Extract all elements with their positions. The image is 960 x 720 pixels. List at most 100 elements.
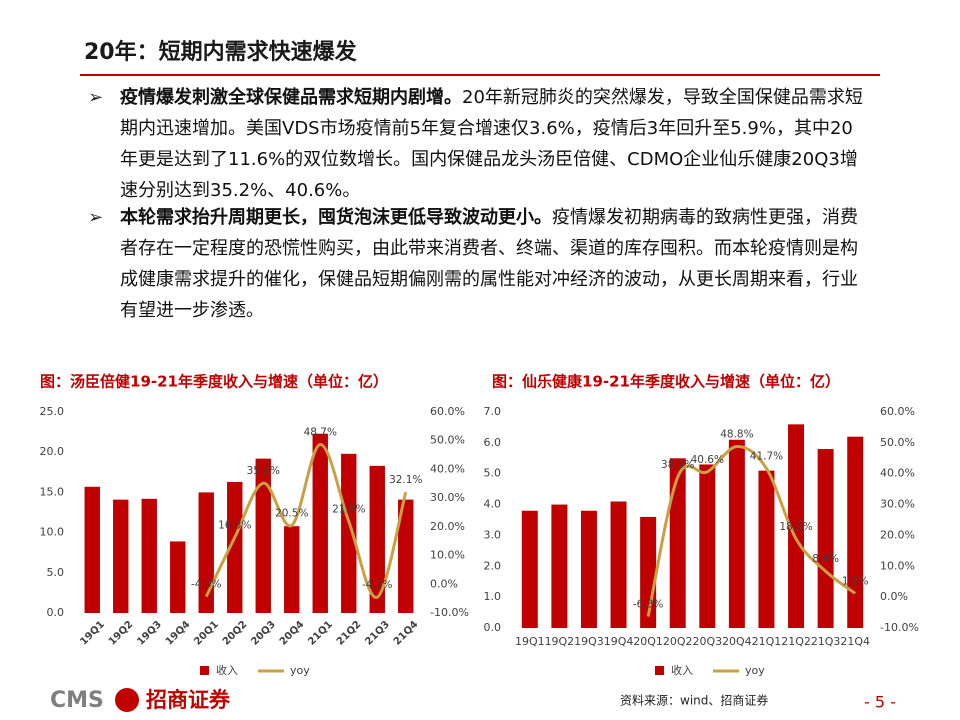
data-label: 35.2% [247,465,280,477]
data-label: 40.6% [691,454,724,466]
x-tick-label: 19Q3 [135,619,164,648]
y2-tick-label: 30.0% [880,498,915,511]
bar [521,510,538,628]
legend-swatch [655,666,664,675]
data-label: 20.5% [275,507,308,519]
x-tick-label: 19Q4 [604,636,634,648]
x-tick-label: 21Q3 [811,636,841,648]
page-number: - 5 - [864,693,896,712]
y-tick-label: 10.0 [40,526,65,539]
chart-title: 图：汤臣倍健19-21年季度收入与增速（单位：亿） [40,373,388,391]
legend-swatch [200,666,209,675]
y2-tick-label: 50.0% [880,436,915,449]
y2-tick-label: 10.0% [880,559,915,572]
y2-tick-label: 60.0% [430,405,465,418]
bullet: ➢ 本轮需求抬升周期更长，囤货泡沫更低导致波动更小。疫情爆发初期病毒的致病性更强，… [88,202,868,326]
x-tick-label: 21Q1 [306,619,335,648]
bar [669,458,686,628]
x-tick-label: 21Q3 [363,619,392,648]
bar [369,465,385,613]
bullet-marker: ➢ [88,207,104,228]
y2-tick-label: 20.0% [430,520,465,533]
x-tick-label: 20Q4 [722,636,752,648]
legend-label: yoy [745,664,765,677]
y-tick-label: 4.0 [484,498,502,511]
data-label: -6.3% [633,599,663,611]
data-label: -4.3% [191,579,221,591]
y2-tick-label: 0.0% [880,590,908,603]
x-tick-label: 19Q3 [574,636,604,648]
bar [580,510,597,628]
bar [610,501,627,628]
bullet-text: 疫情爆发初期病毒的致病性更强，消费者存在一定程度的恐慌性购买，由此带来消费者、终… [120,207,858,321]
x-tick-label: 19Q2 [107,619,136,648]
bar [551,504,568,628]
x-tick-label: 19Q1 [78,619,107,648]
x-tick-label: 20Q1 [192,619,221,648]
logo-cn: 招商证券 [146,688,231,712]
chart-title: 图：仙乐健康19-21年季度收入与增速（单位：亿） [492,373,840,391]
y-tick-label: 15.0 [40,485,65,498]
bullet-marker: ➢ [88,87,104,108]
y2-tick-label: -10.0% [430,606,469,619]
data-label: 8.4% [812,553,839,565]
y2-tick-label: -10.0% [880,621,919,634]
y-tick-label: 0.0 [47,606,65,619]
data-label: 41.7% [750,450,783,462]
x-tick-label: 21Q4 [392,619,421,648]
x-tick-label: 21Q1 [752,636,782,648]
y-tick-label: 1.0 [484,590,502,603]
bullet-bold: 疫情爆发刺激全球保健品需求短期内剧增。 [120,87,462,108]
y-tick-label: 3.0 [484,528,502,541]
y-tick-label: 20.0 [40,445,65,458]
bar [847,436,864,628]
y-tick-label: 25.0 [40,405,65,418]
bar [141,498,157,613]
y2-tick-label: 50.0% [430,434,465,447]
line [204,442,408,599]
data-label: -4.5% [362,579,392,591]
bar [817,449,834,628]
y2-tick-label: 60.0% [880,405,915,418]
y2-tick-label: 40.0% [430,462,465,475]
legend-label: yoy [290,664,310,677]
line [646,445,857,617]
y-tick-label: 7.0 [484,405,502,418]
data-label: 1.2% [842,575,869,587]
slide-title: 20年：短期内需求快速爆发 [84,40,357,65]
legend-label: 收入 [671,663,693,677]
data-label: 18.9% [779,521,812,533]
bar [788,424,805,628]
bar [284,526,300,613]
x-tick-label: 19Q2 [545,636,575,648]
x-tick-label: 20Q3 [249,619,278,648]
bar [728,439,745,628]
bar [198,492,214,613]
y-tick-label: 5.0 [47,566,65,579]
logo-en: CMS [50,688,104,713]
bar [113,499,129,613]
bar [170,541,186,613]
legend-label: 收入 [216,663,238,677]
bullet: ➢ 疫情爆发刺激全球保健品需求短期内剧增。20年新冠肺炎的突然爆发，导致全国保健品… [88,82,868,206]
y2-tick-label: 40.0% [880,467,915,480]
data-label: 48.7% [304,426,337,438]
x-tick-label: 21Q2 [781,636,811,648]
x-tick-label: 20Q1 [633,636,663,648]
bar [398,499,414,613]
title-rule [80,74,880,76]
y2-tick-label: 0.0% [430,577,458,590]
data-label: 48.8% [720,429,753,441]
x-tick-label: 20Q3 [693,636,723,648]
y-tick-label: 2.0 [484,559,502,572]
y-tick-label: 5.0 [484,467,502,480]
bar [255,458,271,613]
data-label: 38.9% [661,459,694,471]
bar [227,481,243,613]
x-tick-label: 20Q4 [278,619,307,648]
bullet-bold: 本轮需求抬升周期更长，囤货泡沫更低导致波动更小。 [120,207,552,228]
y-tick-label: 0.0 [484,621,502,634]
bar [84,486,100,613]
